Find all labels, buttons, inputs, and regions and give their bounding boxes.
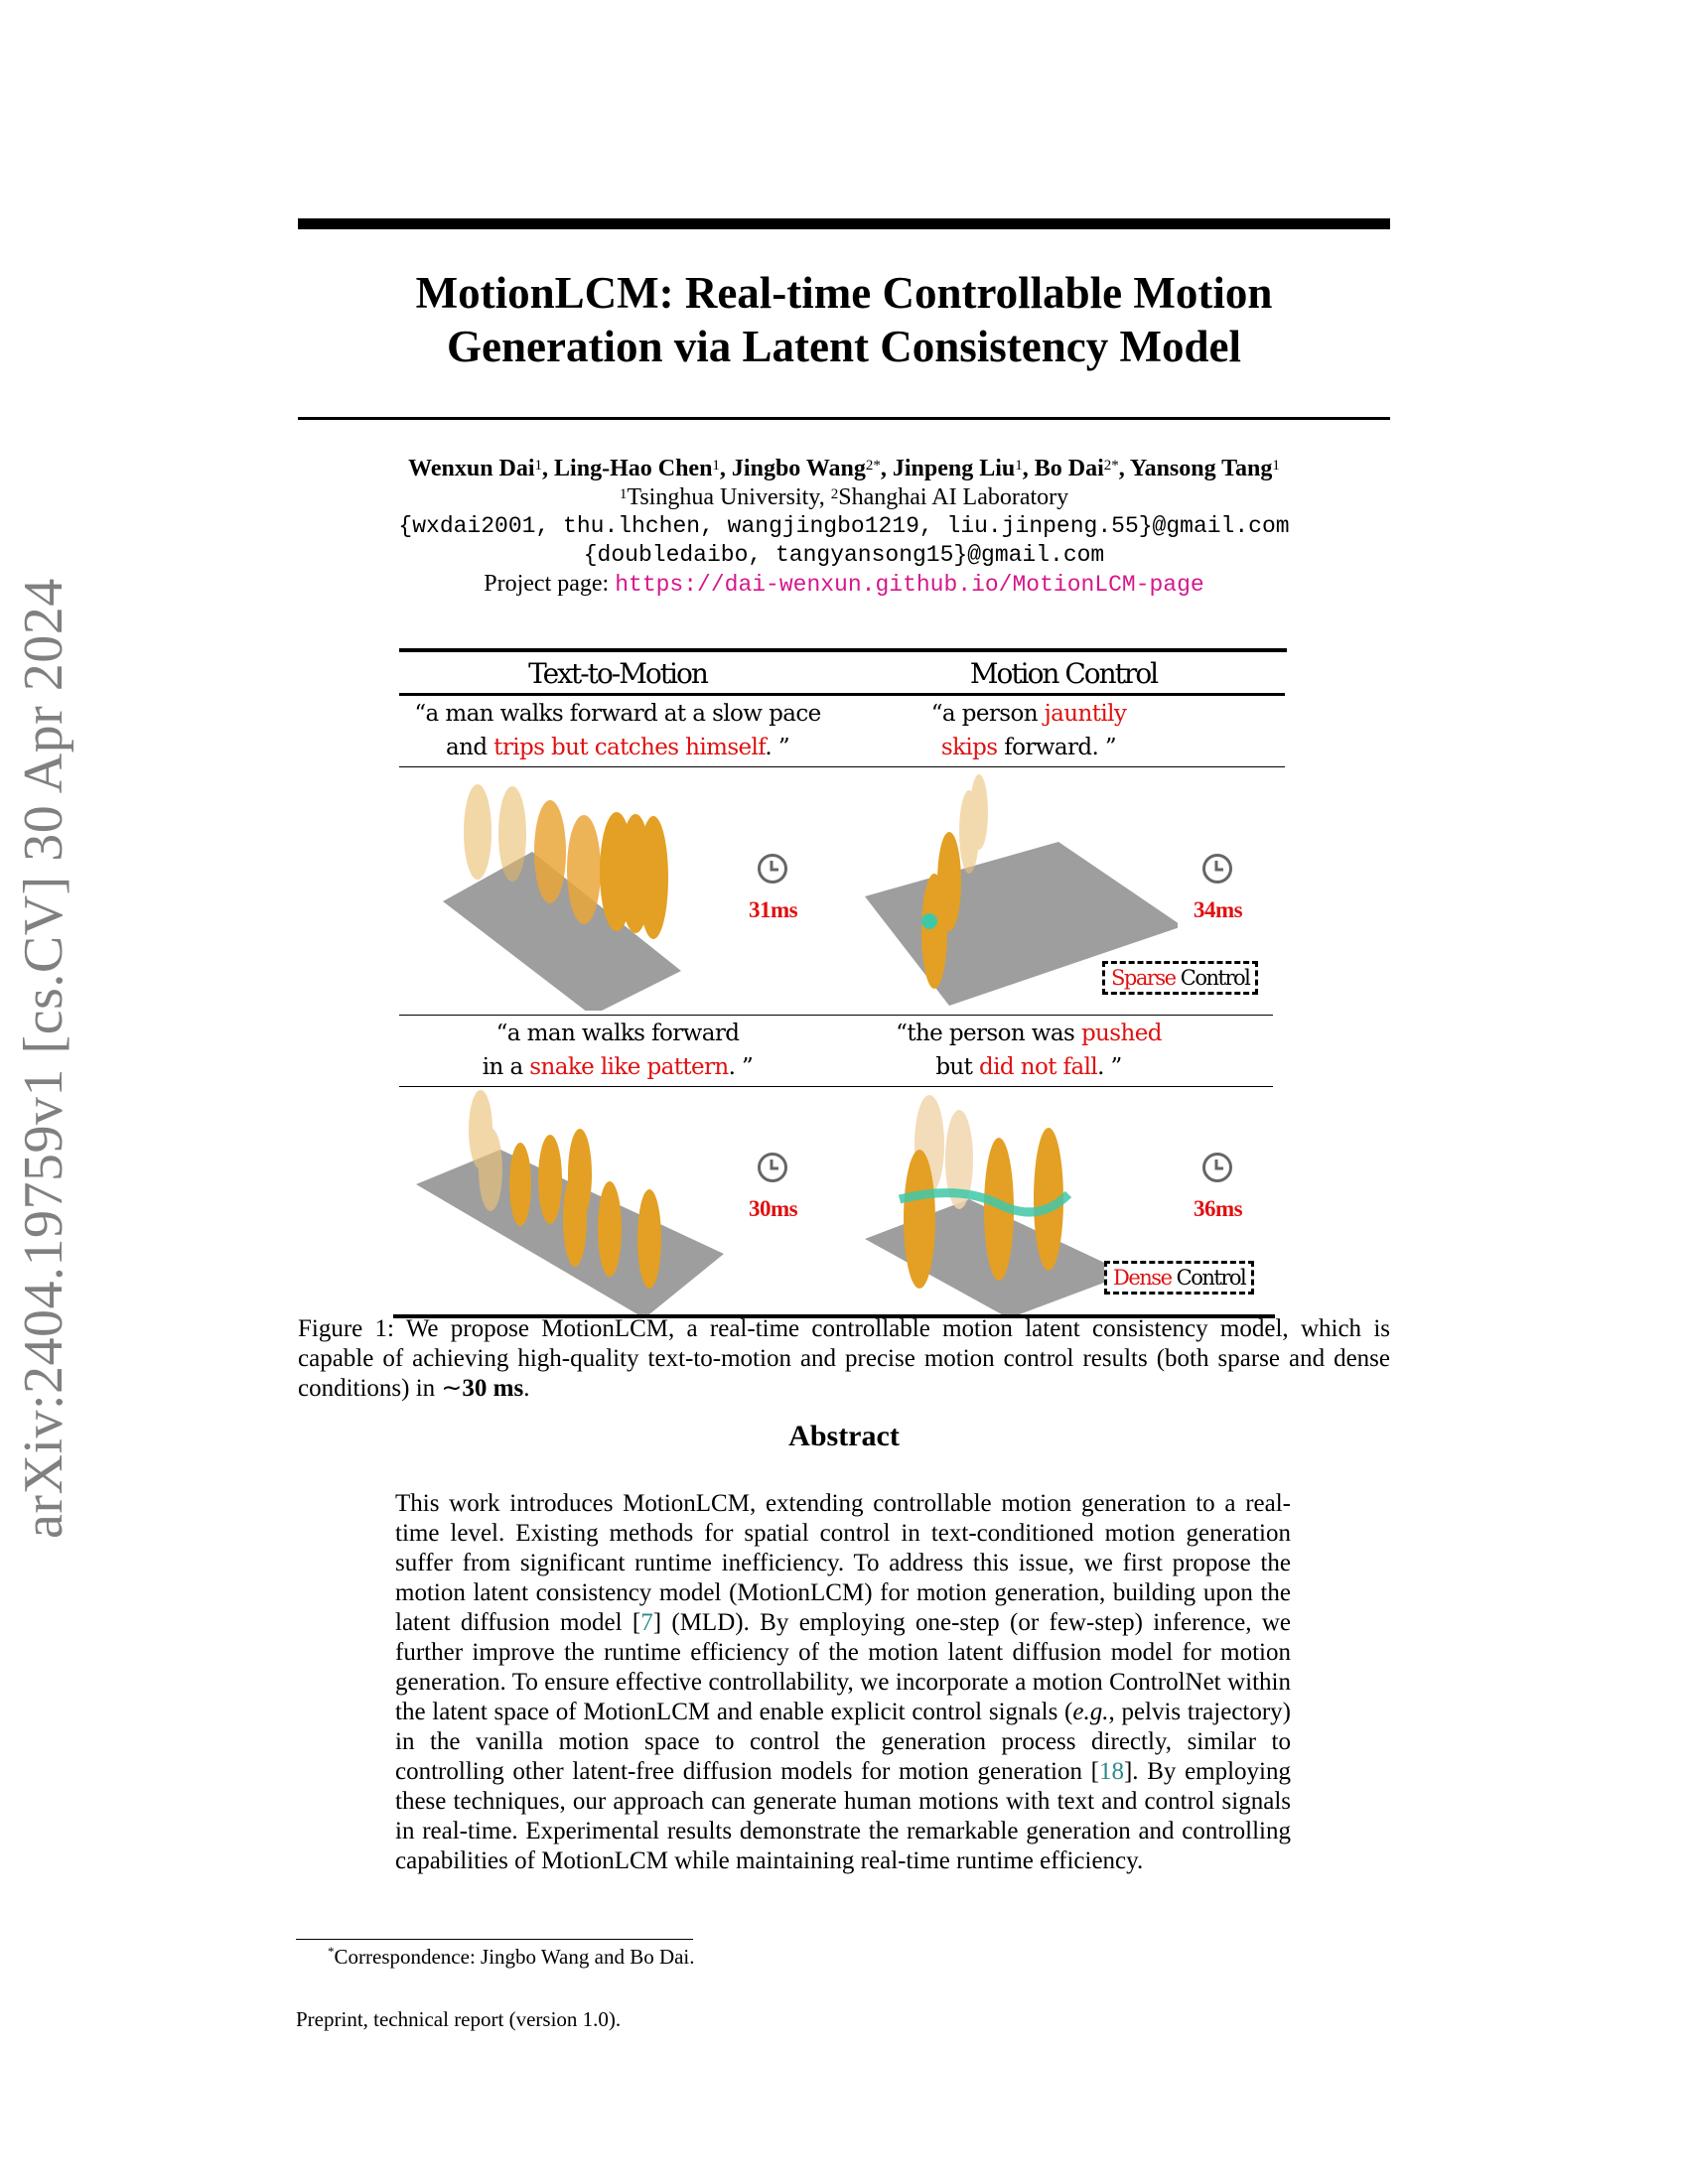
title-line-1: MotionLCM: Real-time Controllable Motion [415,268,1273,318]
paper-title: MotionLCM: Real-time Controllable Motion… [298,266,1390,373]
motion-render-pushed [865,1095,1128,1318]
title-top-rule [298,218,1390,229]
table-bottom-rule [393,1314,1275,1318]
clock-icon [758,854,787,884]
prompt-motion-control-1: “a person jauntily skips forward. ” [930,701,1127,760]
sparse-control-badge: Sparse Control [1102,961,1259,995]
footnote-rule [296,1939,693,1940]
project-link[interactable]: https://dai-wenxun.github.io/MotionLCM-p… [615,572,1204,598]
dense-control-badge: Dense Control [1104,1261,1255,1295]
email-line-1: {wxdai2001, thu.lhchen, wangjingbo1219, … [398,513,1290,539]
author: Ling-Hao Chen [554,456,713,481]
clock-icon [1202,854,1232,884]
project-page: Project page: https://dai-wenxun.github.… [484,571,1204,598]
figure-1: Text-to-Motion Motion Control “a man wal… [393,645,1295,1320]
row-separator [399,1015,1273,1016]
author-block: Wenxun Dai1, Ling-Hao Chen1, Jingbo Wang… [298,455,1390,600]
author-list: Wenxun Dai1, Ling-Hao Chen1, Jingbo Wang… [408,456,1280,481]
motion-render-snake-walk [416,1090,724,1318]
title-bottom-rule [298,417,1390,420]
citation-link[interactable]: 7 [640,1609,653,1636]
preprint-note: Preprint, technical report (version 1.0)… [296,2007,622,2031]
prompt-rule [399,766,1285,767]
figure-caption: Figure 1: We propose MotionLCM, a real-t… [298,1315,1390,1402]
title-line-2: Generation via Latent Consistency Model [447,322,1241,371]
clock-icon [1202,1153,1232,1182]
author: Bo Dai [1034,456,1104,481]
author: Wenxun Dai [408,456,535,481]
prompt-text-to-motion-1: “a man walks forward at a slow pace and … [414,701,821,760]
abstract-body: This work introduces MotionLCM, extendin… [395,1490,1292,1874]
runtime-label: 36ms [1194,1196,1243,1221]
citation-link[interactable]: 18 [1098,1758,1124,1785]
author: Jinpeng Liu [892,456,1016,481]
prompt-rule [399,1086,1273,1087]
runtime-label: 30ms [749,1196,798,1221]
motion-render-walk-trip [443,784,681,1011]
author: Yansong Tang [1129,456,1273,481]
arxiv-stamp: arXiv:2404.19759v1 [cs.CV] 30 Apr 2024 [13,578,74,1539]
runtime-label: 31ms [749,897,798,922]
email-line-2: {doubledaibo, tangyansong15}@gmail.com [583,542,1105,568]
column-header-motion-control: Motion Control [969,657,1159,690]
footnote: *Correspondence: Jingbo Wang and Bo Dai. [328,1944,695,1969]
header-rule [399,693,1285,696]
motion-render-jaunty-skip [865,774,1178,1006]
table-top-rule [399,648,1287,652]
author: Jingbo Wang [731,456,866,481]
abstract-heading: Abstract [788,1420,900,1452]
column-header-text-to-motion: Text-to-Motion [528,657,709,690]
clock-icon [758,1153,787,1182]
prompt-text-to-motion-2: “a man walks forward in a snake like pat… [482,1021,754,1080]
prompt-motion-control-2: “the person was pushed but did not fall.… [896,1021,1162,1080]
runtime-label: 34ms [1194,897,1243,922]
affiliations: 1Tsinghua University, 2Shanghai AI Labor… [619,484,1069,510]
